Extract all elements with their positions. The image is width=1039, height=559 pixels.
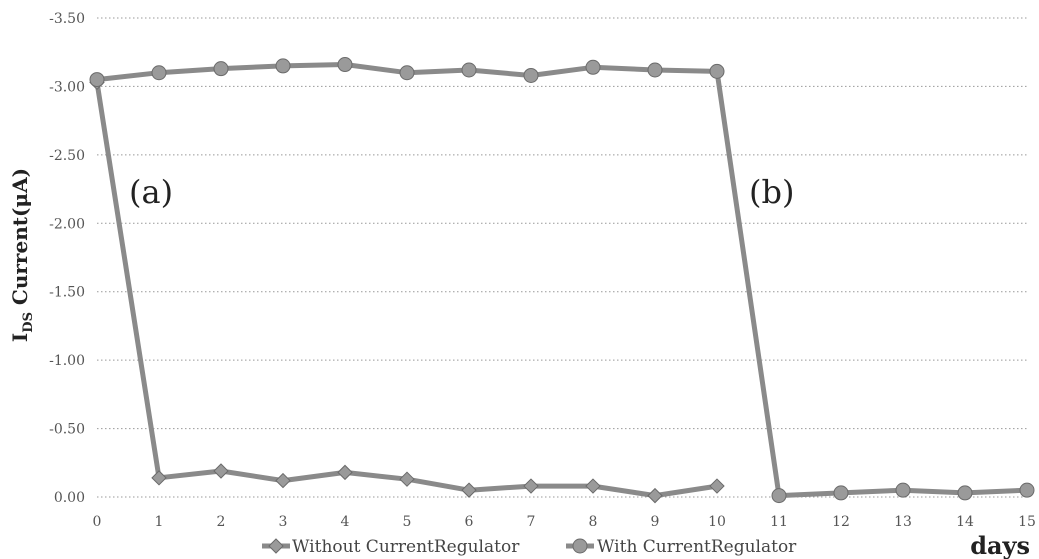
x-tick-label: 13 <box>894 514 912 530</box>
x-tick-label: 14 <box>956 514 974 530</box>
data-point <box>399 65 415 81</box>
data-point <box>709 63 725 79</box>
x-tick-label: 4 <box>341 514 350 530</box>
data-point <box>151 65 167 81</box>
series-markers <box>89 57 1035 504</box>
y-tick-labels: -3.50 -3.00 -2.50 -2.00 -1.50 -1.00 -0.50 0.00 <box>49 11 85 506</box>
x-tick-label: 10 <box>708 514 726 530</box>
legend-label-without-regulator: Without CurrentRegulator <box>292 537 520 557</box>
y-tick-label: -0.50 <box>49 422 85 438</box>
y-axis-label: IDS Current(μA) <box>8 168 36 342</box>
y-tick-label: -2.00 <box>49 216 85 232</box>
x-axis-label: days <box>970 531 1030 559</box>
legend-item-with-regulator: With CurrentRegulator <box>566 537 797 557</box>
data-point <box>709 478 725 494</box>
data-point <box>337 57 353 73</box>
y-tick-label: -3.50 <box>49 11 85 27</box>
x-tick-label: 8 <box>589 514 598 530</box>
x-tick-label: 0 <box>93 514 102 530</box>
y-axis-label-rest: Current(μA) <box>8 168 32 312</box>
x-tick-label: 12 <box>832 514 850 530</box>
x-tick-label: 5 <box>403 514 412 530</box>
x-tick-label: 9 <box>651 514 660 530</box>
legend-item-without-regulator: Without CurrentRegulator <box>262 537 520 557</box>
x-tick-label: 2 <box>217 514 226 530</box>
x-tick-label: 3 <box>279 514 288 530</box>
data-point <box>585 59 601 75</box>
y-tick-label: -1.00 <box>49 353 85 369</box>
data-point <box>399 471 415 487</box>
series-lines <box>94 62 1028 499</box>
x-tick-label: 7 <box>527 514 536 530</box>
x-tick-label: 6 <box>465 514 474 530</box>
x-tick-label: 1 <box>155 514 164 530</box>
data-point <box>461 62 477 78</box>
data-point <box>523 478 539 494</box>
series-line-1 <box>96 62 1028 499</box>
data-point <box>957 485 973 501</box>
gridlines <box>97 17 1027 498</box>
data-point <box>461 482 477 498</box>
y-tick-label: -2.50 <box>49 148 85 164</box>
y-tick-label: -3.00 <box>49 79 85 95</box>
x-tick-label: 11 <box>770 514 788 530</box>
data-point <box>895 482 911 498</box>
data-point <box>89 72 105 88</box>
data-point <box>833 485 849 501</box>
data-point <box>647 62 663 78</box>
series-line-0 <box>94 81 718 499</box>
x-tick-label: 15 <box>1018 514 1036 530</box>
legend-label-with-regulator: With CurrentRegulator <box>597 537 797 557</box>
data-point <box>585 478 601 494</box>
data-point <box>275 472 291 489</box>
data-point <box>213 61 229 77</box>
data-point <box>1019 482 1035 498</box>
y-axis-label-main: I <box>8 333 32 342</box>
x-tick-labels: 0 1 2 3 4 5 6 7 8 9 10 11 12 13 14 15 <box>93 514 1036 530</box>
data-point <box>337 464 353 481</box>
annotation-label: (b) <box>749 173 794 211</box>
data-point <box>771 488 787 504</box>
y-tick-label: 0.00 <box>54 490 85 506</box>
data-point <box>523 67 539 83</box>
y-axis-label-sub: DS <box>21 312 36 333</box>
legend: Without CurrentRegulator With CurrentReg… <box>262 537 797 557</box>
annotations: (a) (b) <box>129 173 794 211</box>
data-point <box>275 58 291 74</box>
data-point <box>151 470 167 486</box>
data-point <box>647 487 663 504</box>
y-tick-label: -1.50 <box>49 285 85 301</box>
annotation-label: (a) <box>129 173 173 211</box>
data-point <box>213 463 229 479</box>
